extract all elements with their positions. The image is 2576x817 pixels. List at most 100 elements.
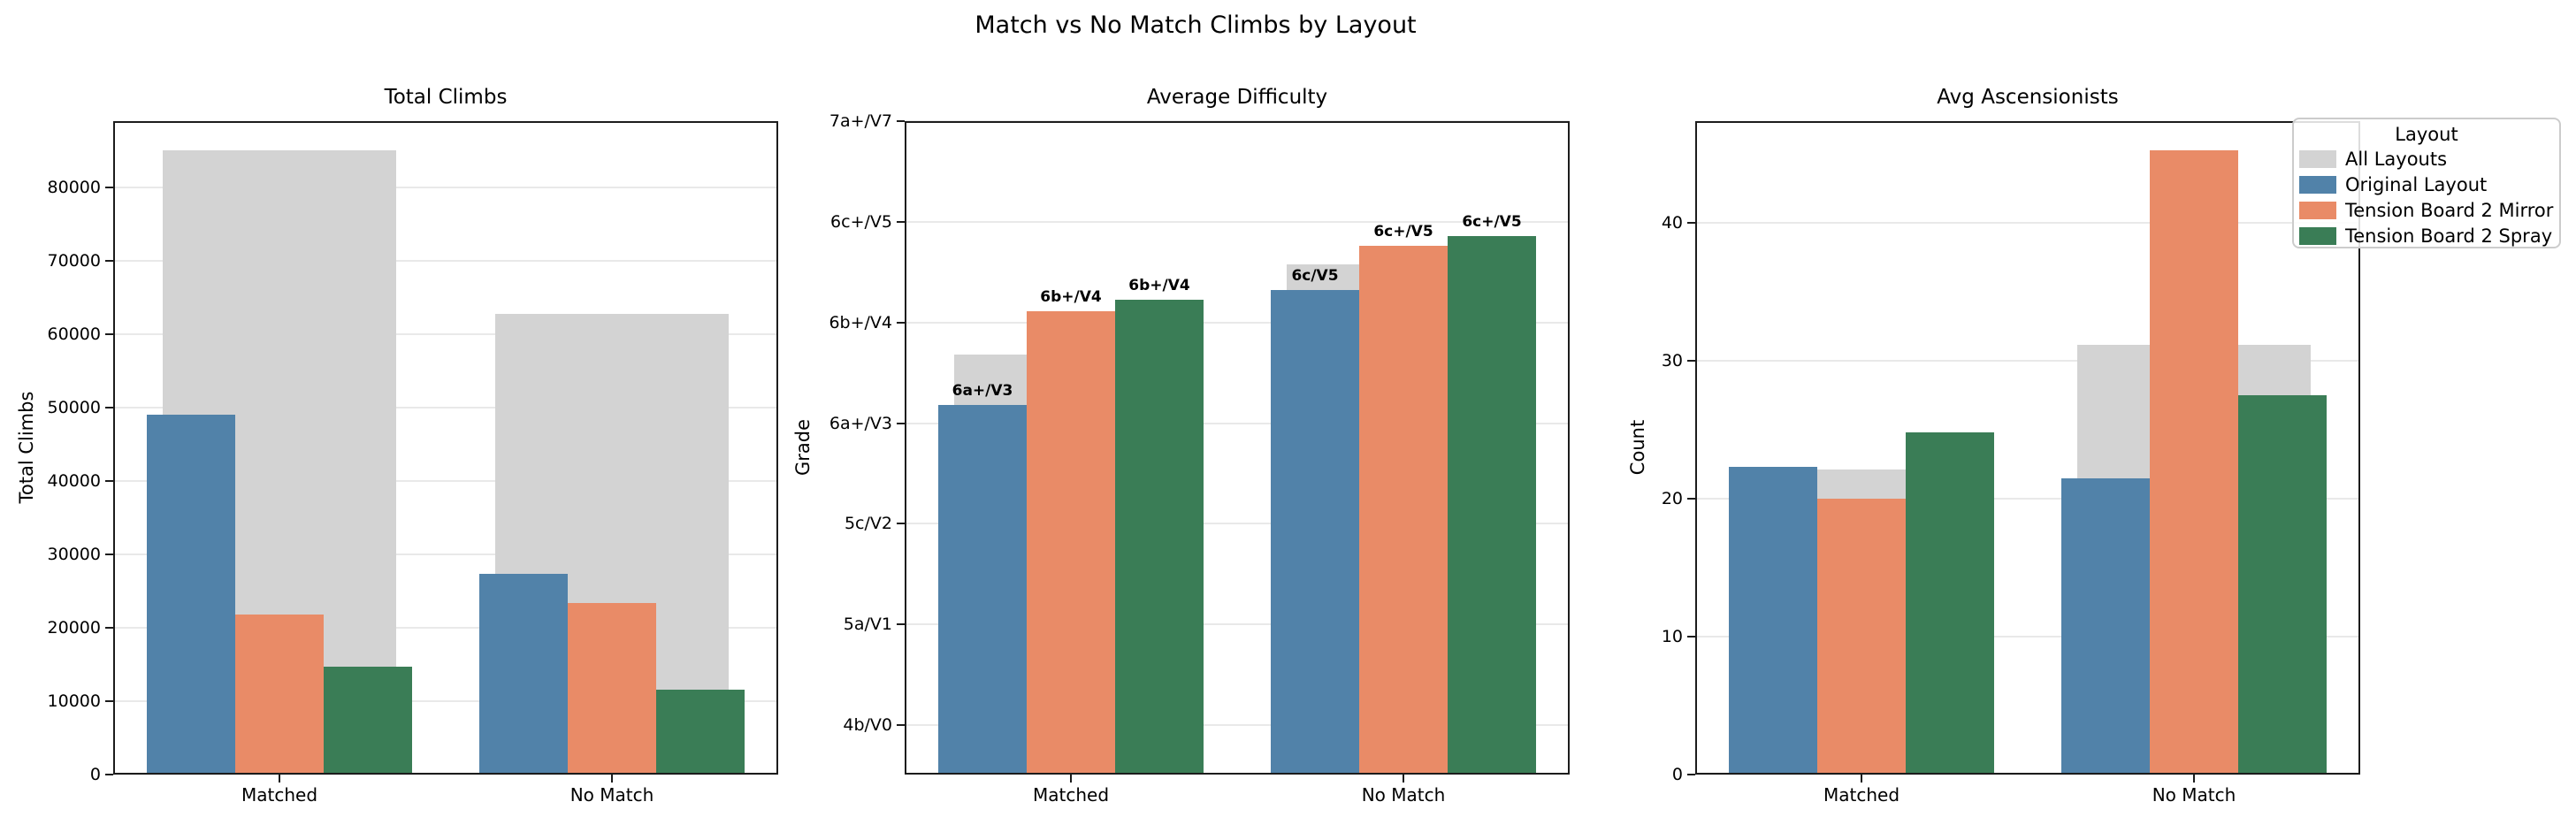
legend-swatch-tension-board-2-spray <box>2299 226 2336 245</box>
bar-value-label: 6b+/V4 <box>1128 276 1190 294</box>
y-tick-label: 70000 <box>47 250 101 271</box>
gridline <box>113 774 778 775</box>
gridline <box>113 553 778 555</box>
gridline <box>113 626 778 629</box>
y-tick-mark <box>897 120 905 122</box>
y-tick-label: 0 <box>89 765 101 784</box>
x-tick-mark <box>1861 775 1862 783</box>
bar-value-label: 6c/V5 <box>1291 267 1339 286</box>
y-tick-mark <box>1687 498 1695 500</box>
y-tick-label: 6a+/V3 <box>829 413 892 433</box>
y-tick-label: 7a+/V7 <box>829 111 892 131</box>
legend-label: Tension Board 2 Mirror <box>2345 199 2554 221</box>
gridline <box>1695 498 2360 500</box>
bar-tension-board-2-mirror-no-match <box>568 602 656 775</box>
plot-area: 0 10000 20000 30000 40000 50000 60000 70000 8000… <box>48 121 778 806</box>
bar-tension-board-2-spray-no-match <box>2238 395 2327 775</box>
gridline <box>905 623 1570 626</box>
plot-area: 0 10 20 30 40 Matched No Match <box>1662 121 2360 806</box>
y-tick-label: 6c+/V5 <box>830 211 892 232</box>
x-tick-label: Matched <box>1032 784 1110 806</box>
gridline <box>905 120 1570 122</box>
y-tick-mark <box>105 774 113 775</box>
y-tick-label: 5c/V2 <box>844 514 892 534</box>
y-tick-mark <box>897 623 905 626</box>
y-tick-label: 40 <box>1661 213 1683 233</box>
bar-original-layout-matched <box>1729 467 1817 775</box>
y-tick-mark <box>1687 774 1695 775</box>
gridline <box>1695 636 2360 638</box>
x-tick-mark <box>2193 775 2195 783</box>
bar-tension-board-2-mirror-matched <box>1027 311 1115 775</box>
gridline <box>905 220 1570 223</box>
gridline <box>113 186 778 188</box>
gridline <box>113 332 778 335</box>
gridline <box>113 406 778 408</box>
x-tick-label: No Match <box>1361 784 1446 806</box>
gridline <box>113 479 778 482</box>
legend-label: Original Layout <box>2345 173 2488 195</box>
subplot-title: Avg Ascensionists <box>1937 86 2119 109</box>
y-tick-mark <box>105 626 113 629</box>
bar-original-layout-matched <box>147 415 235 775</box>
x-tick-mark <box>1070 775 1072 783</box>
y-tick-label: 30000 <box>47 544 101 564</box>
y-tick-mark <box>1687 360 1695 363</box>
y-axis-label: Count <box>1627 419 1648 476</box>
bar-tension-board-2-spray-no-match <box>656 689 745 775</box>
y-tick-mark <box>105 699 113 702</box>
bar-tension-board-2-mirror-no-match <box>2150 149 2238 775</box>
legend-label: Tension Board 2 Spray <box>2345 225 2553 247</box>
gridline <box>1695 222 2360 225</box>
y-tick-mark <box>105 553 113 555</box>
bar-original-layout-no-match <box>1271 290 1359 775</box>
legend-item-all-layouts: All Layouts <box>2294 146 2559 172</box>
y-tick-label: 4b/V0 <box>843 715 892 736</box>
y-tick-mark <box>105 406 113 408</box>
legend-item-original-layout: Original Layout <box>2294 172 2559 197</box>
bar-value-label: 6c+/V5 <box>1373 223 1433 241</box>
bar-tension-board-2-mirror-matched <box>1817 499 1906 775</box>
y-tick-label: 20000 <box>47 617 101 638</box>
y-tick-mark <box>105 259 113 262</box>
bar-original-layout-no-match <box>2061 477 2150 775</box>
legend-label: All Layouts <box>2345 148 2448 170</box>
legend-items: All Layouts Original Layout Tension Board … <box>2294 146 2559 248</box>
bar-tension-board-2-spray-no-match <box>1448 235 1536 775</box>
bar-value-label: 6c+/V5 <box>1462 212 1522 231</box>
plot-area: 4b/V0 5a/V1 5c/V2 6a+/V3 6b+/V4 6c+/V5 7a+/V7 6… <box>829 111 1570 806</box>
bar-tension-board-2-spray-matched <box>324 666 412 775</box>
gridline <box>905 422 1570 424</box>
y-tick-label: 50000 <box>47 397 101 417</box>
gridline <box>1695 360 2360 363</box>
y-tick-mark <box>897 321 905 324</box>
bar-tension-board-2-mirror-no-match <box>1359 246 1448 775</box>
legend-title: Layout <box>2395 124 2458 145</box>
y-tick-label: 5a/V1 <box>843 615 892 635</box>
bar-value-label: 6a+/V3 <box>952 382 1013 401</box>
y-tick-mark <box>105 479 113 482</box>
gridline <box>113 259 778 262</box>
y-tick-mark <box>1687 636 1695 638</box>
gridline <box>905 321 1570 324</box>
y-tick-label: 30 <box>1661 351 1683 371</box>
y-tick-label: 40000 <box>47 470 101 491</box>
y-tick-mark <box>897 422 905 424</box>
legend-swatch-original-layout <box>2299 175 2336 194</box>
x-tick-mark <box>1403 775 1404 783</box>
x-tick-mark <box>279 775 280 783</box>
y-tick-mark <box>1687 222 1695 225</box>
y-tick-mark <box>897 724 905 727</box>
gridline <box>905 724 1570 727</box>
y-tick-label: 10000 <box>47 691 101 711</box>
gridline <box>113 699 778 702</box>
y-tick-label: 60000 <box>47 324 101 344</box>
x-tick-label: Matched <box>1823 784 1900 806</box>
x-tick-mark <box>611 775 613 783</box>
y-tick-mark <box>897 220 905 223</box>
x-tick-label: Matched <box>241 784 318 806</box>
legend-swatch-all-layouts <box>2299 149 2336 168</box>
bar-original-layout-matched <box>938 405 1027 775</box>
y-tick-mark <box>105 332 113 335</box>
